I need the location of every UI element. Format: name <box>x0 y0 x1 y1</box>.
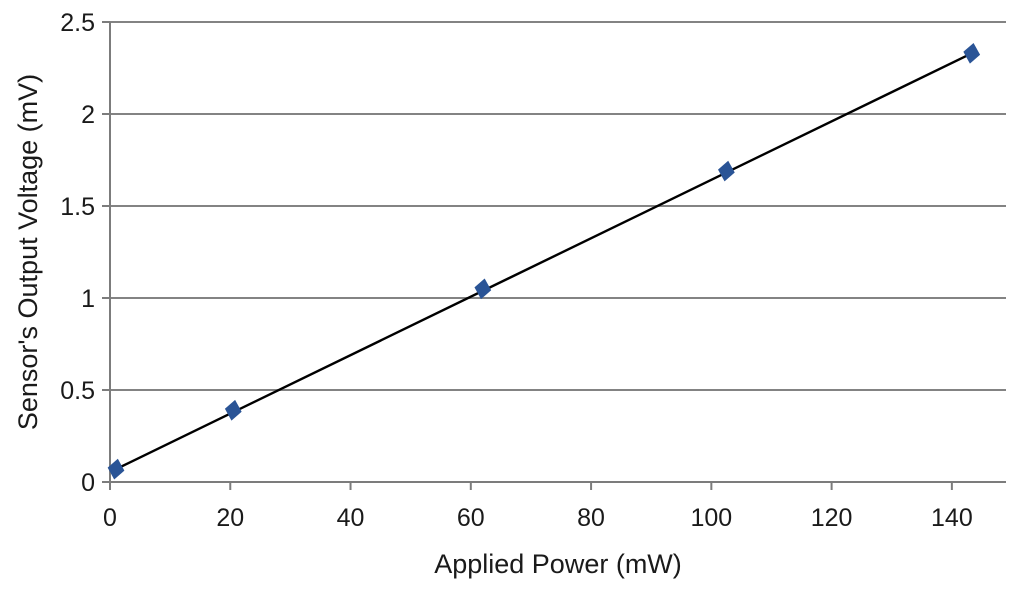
x-tick-label: 20 <box>216 504 244 532</box>
x-tick-label: 140 <box>931 504 973 532</box>
x-tick-label: 100 <box>690 504 732 532</box>
data-point-marker <box>224 399 242 421</box>
data-point-marker <box>963 42 981 64</box>
y-tick-label: 2.5 <box>60 9 95 37</box>
data-point-marker <box>107 458 125 480</box>
y-tick-label: 1 <box>81 285 95 313</box>
trendline <box>114 52 973 471</box>
y-tick-label: 2 <box>81 101 95 129</box>
x-tick-label: 120 <box>811 504 853 532</box>
y-tick-label: 0.5 <box>60 377 95 405</box>
x-tick-label: 0 <box>103 504 117 532</box>
x-axis-title: Applied Power (mW) <box>434 549 682 579</box>
y-axis-title: Sensor's Output Voltage (mV) <box>13 73 43 431</box>
y-tick-label: 1.5 <box>60 193 95 221</box>
y-tick-label: 0 <box>81 469 95 497</box>
x-tick-label: 40 <box>337 504 365 532</box>
x-tick-label: 60 <box>457 504 485 532</box>
data-point-marker <box>474 278 492 300</box>
x-tick-label: 80 <box>577 504 605 532</box>
data-point-marker <box>718 160 735 182</box>
